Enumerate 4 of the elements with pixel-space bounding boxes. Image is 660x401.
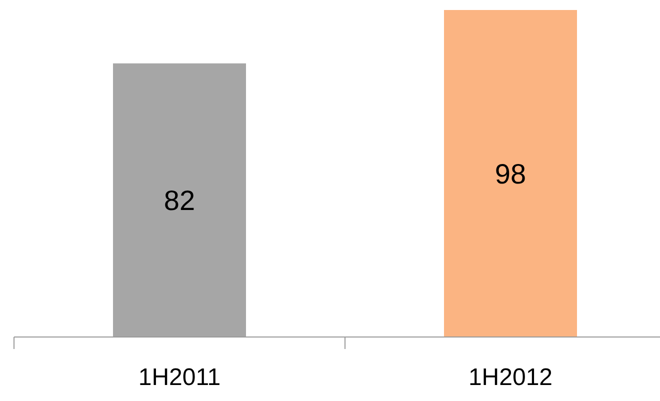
x-tick-label: 1H2011 xyxy=(138,364,221,391)
data-label: 82 xyxy=(164,185,196,216)
data-label: 98 xyxy=(494,158,526,190)
x-tick-label: 1H2012 xyxy=(468,364,553,391)
